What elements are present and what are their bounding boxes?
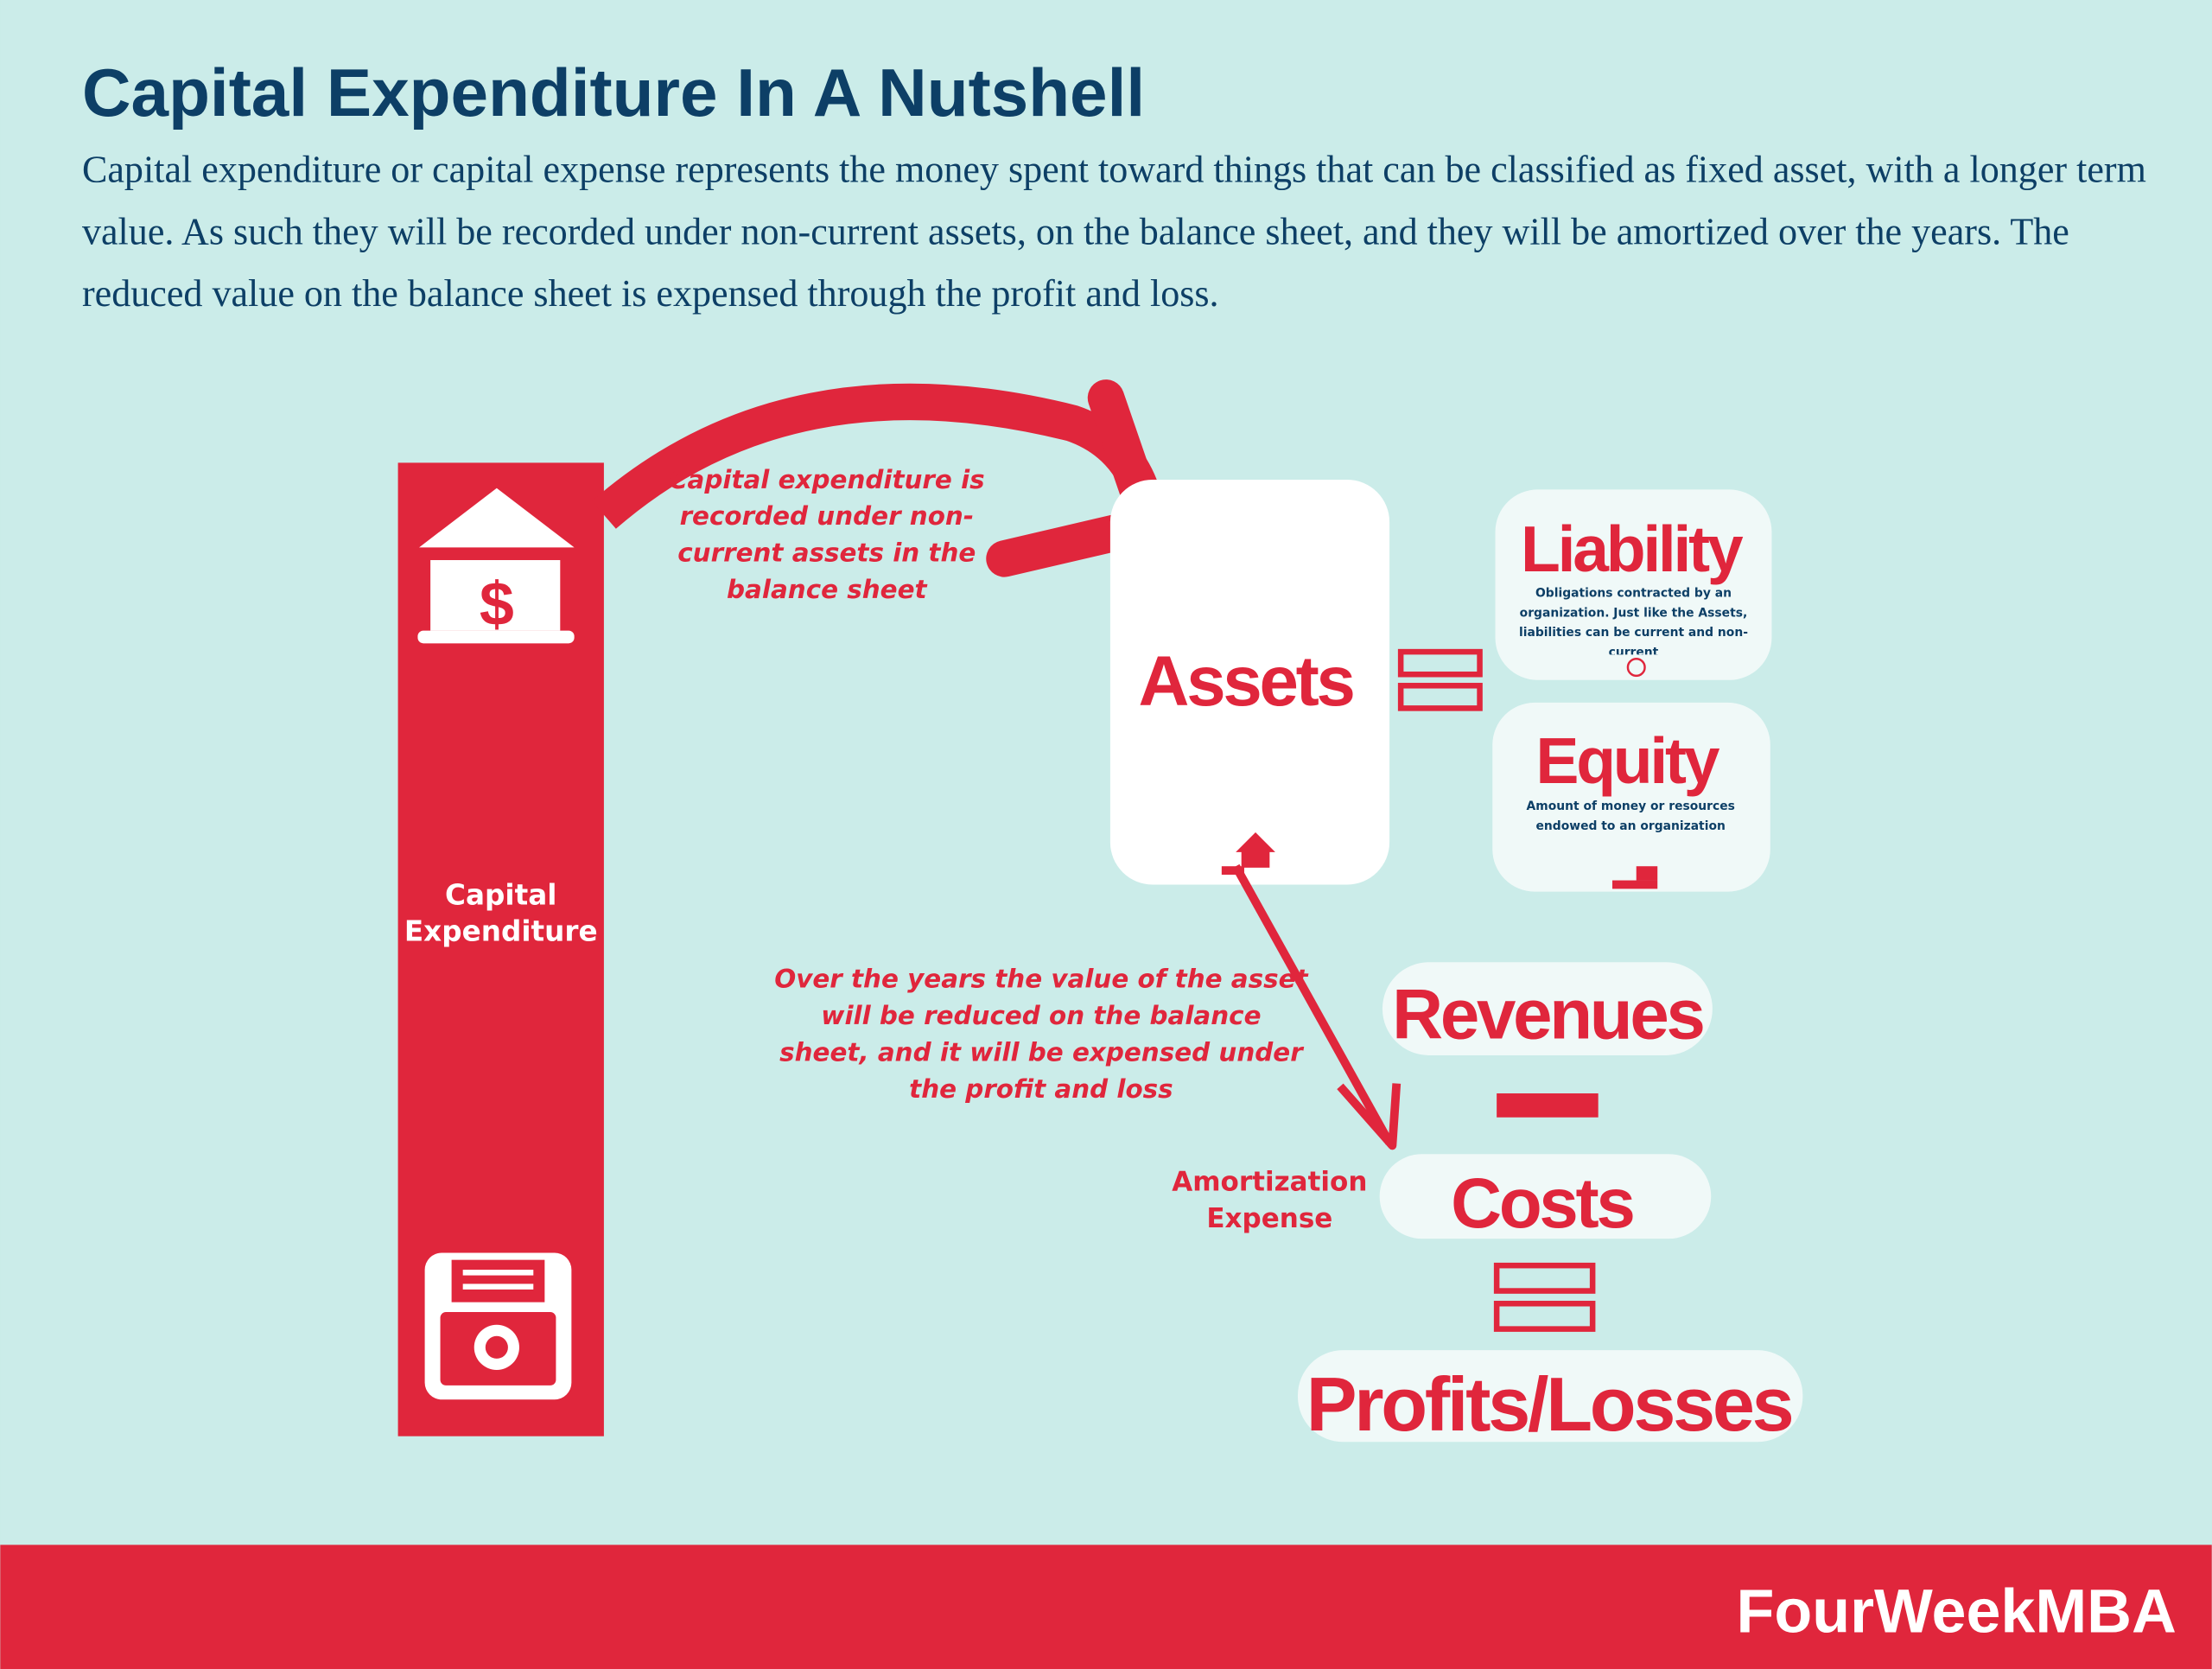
house-icon xyxy=(1241,850,1270,868)
liability-box xyxy=(1495,489,1772,680)
equals-bar xyxy=(1493,1300,1596,1332)
revenues-pill xyxy=(1382,962,1713,1055)
equity-description: Amount of money or resources endowed to … xyxy=(1526,799,1735,834)
bank-base xyxy=(417,630,575,644)
description-box: Capital expenditure or capital expense r… xyxy=(81,148,2146,315)
floppy-hole xyxy=(485,1335,508,1359)
brand: FourWeekMBA xyxy=(1737,1577,2177,1647)
description: Capital expenditure or capital expense r… xyxy=(81,148,2146,315)
floppy-label xyxy=(451,1259,545,1303)
minus-sign xyxy=(1497,1093,1599,1118)
equity-label: Equity xyxy=(1535,724,1719,797)
footer xyxy=(0,1545,2212,1669)
equity-desc-box: Amount of money or resources endowed to … xyxy=(1526,799,1735,834)
assets-label: Assets xyxy=(1139,642,1354,721)
profits-pill xyxy=(1297,1350,1803,1443)
liability-desc-box: Obligations contracted by an organizatio… xyxy=(1518,587,1748,655)
liability-label: Liability xyxy=(1521,513,1744,585)
coins-icon xyxy=(1636,866,1658,881)
floppy-line xyxy=(462,1270,534,1276)
annotation-box: Over the years the value of the asset wi… xyxy=(774,965,1308,1105)
people-icon xyxy=(1626,658,1646,678)
capex-label-box: Capital Expenditure xyxy=(404,877,598,948)
equals-bar xyxy=(1397,648,1483,678)
annotation: Over the years the value of the asset wi… xyxy=(774,965,1308,1105)
equals-bar xyxy=(1493,1262,1596,1294)
equity-box xyxy=(1492,702,1770,892)
house-icon xyxy=(1221,866,1244,876)
title: Capital Expenditure In A Nutshell xyxy=(82,54,1145,131)
costs-pill xyxy=(1379,1154,1712,1239)
amortization-label: Amortization Expense xyxy=(1172,1166,1368,1235)
bank-roof xyxy=(419,487,575,548)
equals-bar xyxy=(1397,683,1483,711)
revenues-label: Revenues xyxy=(1392,975,1703,1054)
annotation-box: Capital expenditure is recorded under no… xyxy=(668,465,985,606)
capex-label: Capital Expenditure xyxy=(404,877,598,948)
bank-body xyxy=(430,560,561,631)
costs-label: Costs xyxy=(1451,1164,1633,1243)
floppy-line xyxy=(462,1284,534,1290)
house-icon xyxy=(1236,832,1275,852)
profits-label: Profits/Losses xyxy=(1306,1361,1792,1447)
liability-description: Obligations contracted by an organizatio… xyxy=(1518,587,1748,655)
annotation: Capital expenditure is recorded under no… xyxy=(668,465,985,606)
dollar-icon: $ xyxy=(480,570,514,639)
assets-box xyxy=(1109,479,1390,885)
amortization-arrow xyxy=(1231,863,1394,1145)
coins-icon xyxy=(1611,880,1658,889)
amortization-arrow-head xyxy=(1337,1083,1402,1150)
amortization-box: Amortization Expense xyxy=(1172,1166,1368,1235)
